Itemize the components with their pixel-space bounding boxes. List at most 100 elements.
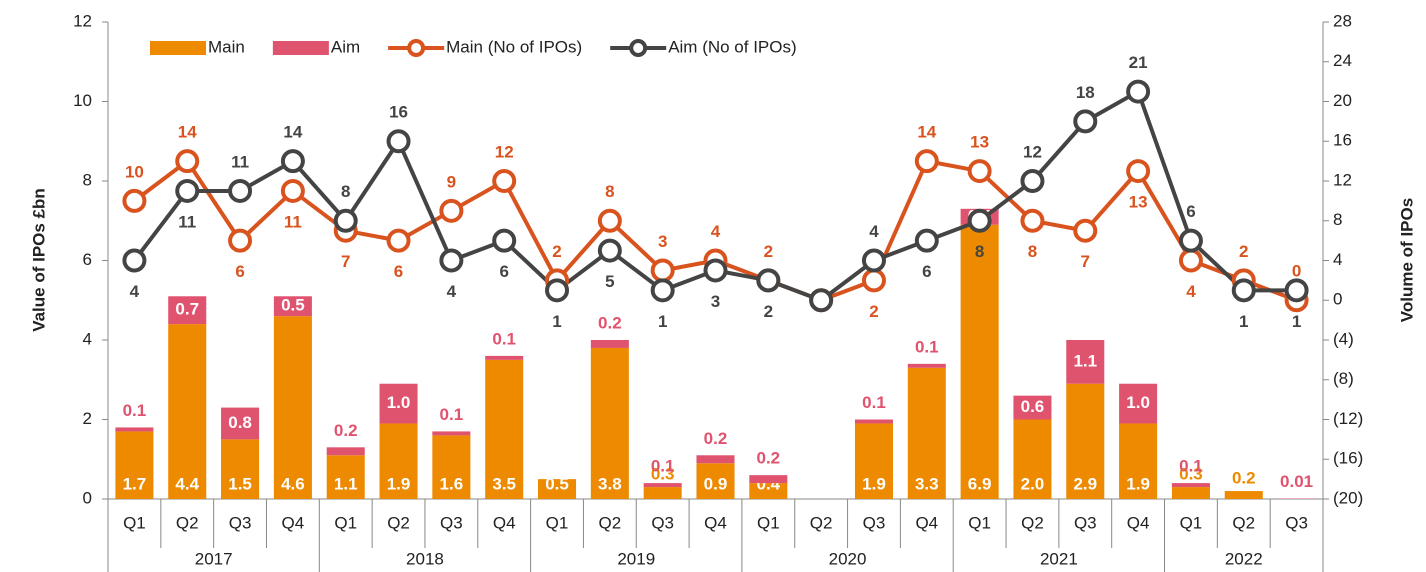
line-point	[1178, 228, 1203, 253]
bar	[1171, 487, 1210, 499]
y2-tick-label: (4)	[1333, 329, 1354, 348]
bar	[1119, 383, 1158, 424]
x-tick-label: Q3	[1074, 513, 1097, 532]
bar	[221, 407, 260, 440]
legend-swatch	[407, 39, 426, 57]
line-point	[492, 228, 517, 253]
x-tick-label: Q3	[863, 513, 886, 532]
data-label: 0.2	[1232, 469, 1256, 488]
data-label: 1.9	[387, 474, 411, 493]
data-label: 11	[231, 152, 249, 171]
bar	[590, 347, 629, 499]
data-label: 14	[283, 123, 302, 142]
data-label: 8	[605, 182, 614, 201]
y2-axis-label: Volume of IPOs	[1397, 198, 1416, 322]
x-tick-label: Q2	[599, 513, 622, 532]
bar	[854, 419, 893, 424]
legend-label: Aim (No of IPOs)	[668, 37, 796, 56]
line-point	[809, 288, 834, 313]
y2-tick-label: 24	[1333, 51, 1352, 70]
data-label: 6	[922, 262, 931, 281]
x-tick-label: Q4	[493, 513, 516, 532]
legend-label: Aim	[331, 37, 360, 56]
group-label: 2020	[829, 549, 867, 568]
data-label: 3.5	[492, 474, 516, 493]
data-label: 0.8	[228, 413, 252, 432]
bar	[538, 479, 577, 499]
data-label: 2	[764, 302, 773, 321]
line-point	[228, 228, 253, 253]
group-label: 2019	[617, 549, 655, 568]
data-label: 4	[447, 282, 457, 301]
line-point	[1178, 248, 1203, 273]
line-point	[280, 178, 305, 203]
x-tick-label: Q4	[282, 513, 305, 532]
x-tick-label: Q2	[1021, 513, 1044, 532]
data-label: 1.5	[228, 474, 252, 493]
data-label: 1.6	[440, 474, 464, 493]
bar	[168, 296, 207, 325]
data-label: 0.1	[862, 393, 886, 412]
y-tick-label: 8	[83, 170, 92, 189]
data-label: 13	[970, 133, 989, 152]
data-label: 16	[389, 103, 408, 122]
line-point	[1284, 278, 1309, 303]
line-point	[386, 129, 411, 154]
y-tick-label: 2	[83, 409, 92, 428]
data-label: 13	[1129, 193, 1148, 212]
y-tick-label: 10	[73, 91, 92, 110]
data-label: 2	[869, 302, 878, 321]
data-label: 1.0	[1126, 393, 1150, 412]
bar	[485, 355, 524, 360]
data-label: 7	[1081, 252, 1090, 271]
x-tick-label: Q3	[651, 513, 674, 532]
y2-tick-label: 20	[1333, 91, 1352, 110]
line-point	[861, 268, 886, 293]
bar	[326, 455, 365, 499]
data-label: 11	[178, 212, 196, 231]
bar	[168, 324, 207, 499]
x-tick-label: Q3	[1285, 513, 1308, 532]
data-label: 8	[341, 182, 350, 201]
data-label: 0.2	[704, 429, 728, 448]
x-tick-label: Q1	[757, 513, 780, 532]
data-label: 0.2	[334, 421, 358, 440]
y2-tick-label: (8)	[1333, 369, 1354, 388]
line-point	[1020, 169, 1045, 193]
bar	[326, 447, 365, 456]
x-tick-label: Q1	[1180, 513, 1203, 532]
x-tick-label: Q2	[810, 513, 833, 532]
bar	[221, 439, 260, 499]
data-label: 21	[1129, 53, 1148, 72]
line-point	[439, 198, 464, 223]
line-point	[967, 208, 992, 233]
data-label: 6	[235, 262, 244, 281]
line-point	[386, 228, 411, 253]
data-label: 0.1	[1179, 457, 1203, 476]
line-point	[1073, 109, 1098, 134]
y2-tick-label: 16	[1333, 131, 1352, 150]
group-label: 2018	[406, 549, 444, 568]
bar	[907, 367, 946, 499]
y2-tick-label: 8	[1333, 210, 1342, 229]
line-point	[228, 178, 253, 203]
line-point	[175, 178, 200, 203]
legend-swatch	[150, 41, 206, 55]
data-label: 2.0	[1021, 474, 1045, 493]
data-label: 1	[1292, 312, 1301, 331]
data-label: 0.3	[651, 465, 675, 484]
data-label: 1.0	[387, 393, 411, 412]
x-tick-label: Q1	[334, 513, 357, 532]
line-point	[650, 258, 675, 283]
data-label: 2	[764, 242, 773, 261]
line-point	[861, 248, 886, 273]
data-label: 8	[975, 242, 984, 261]
group-label: 2017	[195, 549, 233, 568]
data-label: 0.1	[492, 329, 516, 348]
line-point	[545, 278, 570, 303]
line-point	[756, 268, 781, 293]
x-tick-label: Q4	[915, 513, 938, 532]
bar	[379, 423, 418, 499]
data-label: 0.1	[123, 401, 147, 420]
x-tick-label: Q4	[1127, 513, 1150, 532]
